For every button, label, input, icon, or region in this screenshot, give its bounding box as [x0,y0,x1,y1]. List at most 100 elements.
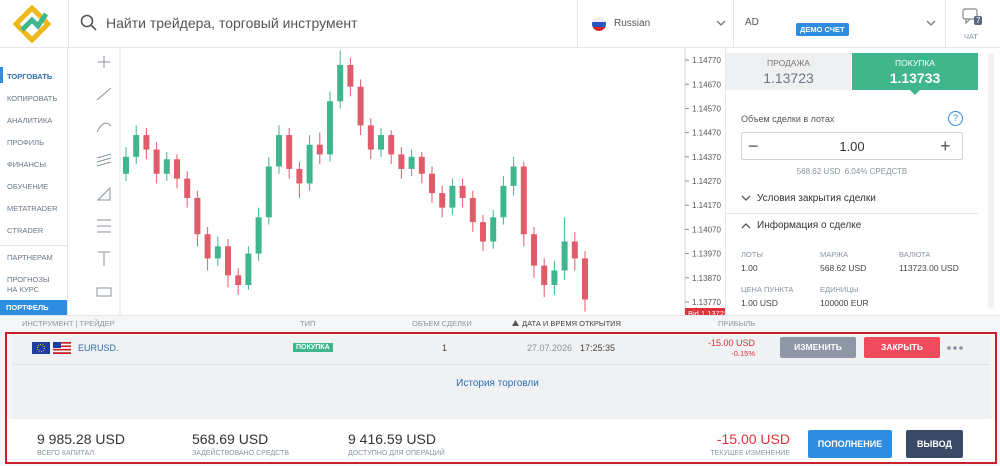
candle-body [153,149,160,174]
candle-body [429,173,435,194]
account-name[interactable]: AD [745,17,759,28]
candle-body [408,156,415,169]
candle-body [265,166,272,218]
open-date: 27.07.2026 [527,343,573,353]
help-icon[interactable]: ? [948,111,963,126]
y-tick-label: 1.14070 [692,225,721,234]
candle-body [123,156,129,174]
volume-label: Объем сделки в лотах [741,114,835,124]
sell-button[interactable] [726,53,851,90]
candle-body [337,64,344,102]
info-label: ЕДИНИЦЫ [820,285,859,294]
candle-body [378,135,384,150]
candle-body [510,166,517,186]
column-header[interactable]: ДАТА И ВРЕМЯ ОТКРЫТИЯ [522,319,621,328]
bid-label: Bid 1.13723 [688,309,725,315]
deal-info[interactable]: Информация о сделке [757,220,862,231]
demo-badge: ДЕМО СЧЕТ [796,23,849,36]
candle-body [296,168,303,184]
y-tick-label: 1.14570 [692,104,721,113]
volume-input[interactable] [741,132,963,160]
info-value: 113723.00 USD [899,263,959,273]
summary-label: ТЕКУЩЕЕ ИЗМЕНЕНИЕ [710,450,790,457]
top-bar: Найти трейдера, торговый инструмент Russ… [0,0,1000,48]
summary-label: ЗАДЕЙСТВОВАНО СРЕДСТВ [192,450,290,457]
y-tick-label: 1.13970 [692,250,721,259]
menu-item[interactable]: ОБУЧЕНИЕ [7,182,49,191]
candle-body [235,275,242,286]
candle-body [225,246,231,276]
info-value: 568.62 USD [820,263,867,273]
buy-button[interactable] [852,53,978,90]
chat-count: 7 [974,16,983,25]
candle-body [561,241,568,271]
menu-item[interactable]: КОПИРОВАТЬ [7,94,58,103]
drawing-tools[interactable] [96,56,112,297]
summary-label: ВСЕГО КАПИТАЛ [37,450,95,457]
summary-value: 9 985.28 USD [37,431,125,447]
search-input[interactable]: Найти трейдера, торговый инструмент [106,15,358,31]
sell-price[interactable]: 1.13723 [763,70,814,86]
candle-body [194,197,201,235]
candle-body [500,185,507,218]
buy-price[interactable]: 1.13733 [889,70,941,86]
y-tick-label: 1.14370 [692,153,721,162]
candle-body [255,217,262,254]
sell-label[interactable]: ПРОДАЖА [767,58,810,68]
candle-body [439,193,446,208]
candle-body [143,135,150,150]
candle-body [306,144,313,184]
y-tick-label: 1.14770 [692,56,721,65]
column-header: ИНСТРУМЕНТ | ТРЕЙДЕР [22,319,115,328]
y-tick-label: 1.14470 [692,129,721,138]
menu-item[interactable]: ПРОГНОЗЫ НА КУРС [7,275,50,294]
menu-item[interactable]: ФИНАНСЫ [7,160,46,169]
menu-item[interactable]: CTRADER [7,226,44,235]
candle-body [388,135,395,155]
instrument[interactable]: EURUSD. [78,343,119,353]
volume-value[interactable]: 1.00 [839,139,865,154]
candle-body [531,234,537,266]
menu-item[interactable]: METATRADER [7,204,58,213]
profit-percent: -0.15% [731,349,755,358]
info-value: 1.00 [741,263,758,273]
type-badge: ПОКУПКА [293,343,333,352]
info-label: МАРЖА [820,250,849,259]
buy-label[interactable]: ПОКУПКА [895,58,935,68]
menu-item[interactable]: ПРОФИЛЬ [7,138,44,147]
chat-icon[interactable] [962,7,982,25]
sort-icon[interactable] [512,320,519,326]
portfolio-label[interactable]: ПОРТФЕЛЬ [6,303,49,312]
candle-body [520,166,527,235]
column-header: ПРИБЫЛЬ [718,319,756,328]
menu-item[interactable]: ТОРГОВАТЬ [7,72,53,81]
chart: 1.14770 1.14670 1.14570 1.14470 1.14370 1.142… [88,48,725,315]
summary-value: 9 416.59 USD [348,431,436,447]
plus-button[interactable]: + [940,136,951,156]
withdraw-button[interactable]: ВЫВОД [906,430,963,458]
minus-button[interactable]: − [748,136,759,156]
close-button[interactable]: ЗАКРЫТЬ [864,337,940,358]
y-tick-label: 1.14270 [692,177,721,186]
candle-body [174,159,180,179]
history-link[interactable]: История торговли [456,378,539,389]
edit-button[interactable]: ИЗМЕНИТЬ [780,337,856,358]
candle-body [480,222,486,242]
language-select[interactable]: Russian [614,18,651,29]
candle-body [286,135,293,169]
chat-label[interactable]: ЧАТ [964,32,978,41]
candle-body [490,217,497,242]
chevron [741,195,751,201]
bid-marker [685,308,725,315]
info-label: ЛОТЫ [741,250,763,259]
deposit-button[interactable]: ПОПОЛНЕНИЕ [808,430,892,458]
candle-body [327,101,333,155]
portfolio-tab[interactable] [0,300,67,315]
close-conditions[interactable]: Условия закрытия сделки [757,193,876,204]
summary-value: -15.00 USD [716,431,790,447]
scrollbar[interactable] [988,53,994,308]
menu-item[interactable]: ПАРТНЕРАМ [7,253,53,262]
more-menu[interactable] [946,345,964,351]
menu-item[interactable]: АНАЛИТИКА [7,116,53,125]
